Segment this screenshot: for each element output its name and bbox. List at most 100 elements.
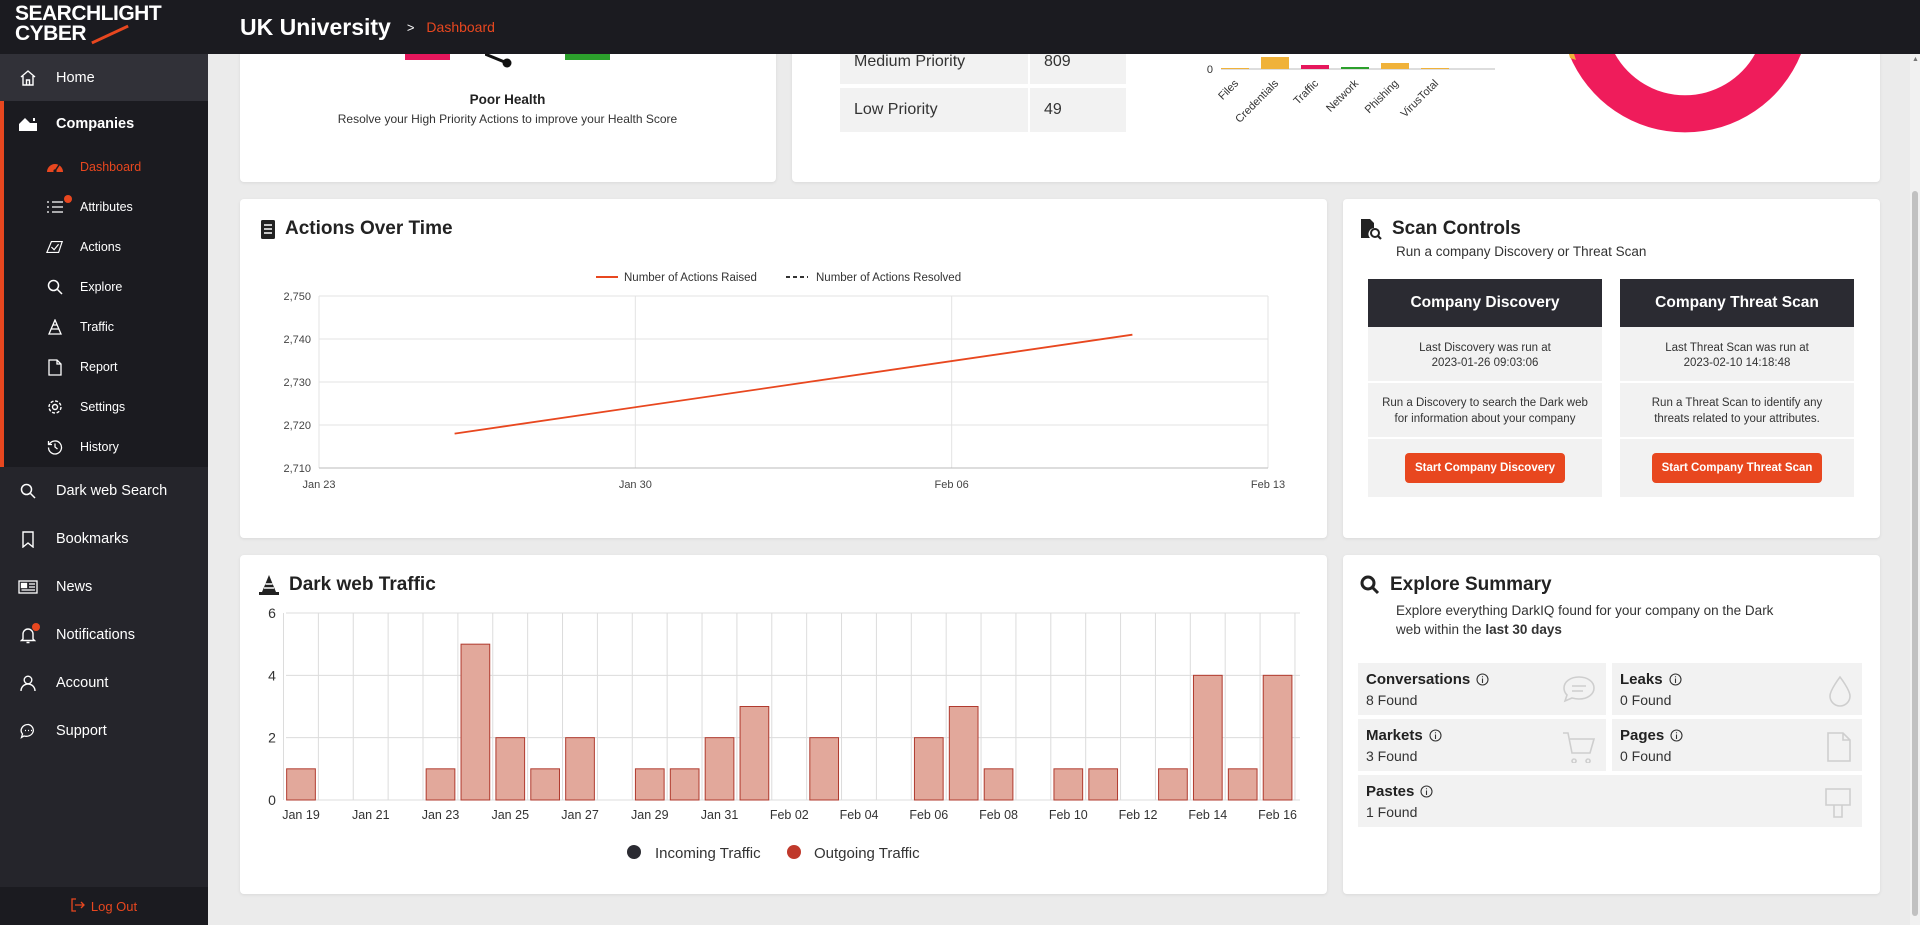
sidebar-item-traffic[interactable]: Traffic [4,307,208,347]
bar-outgoing-traffic[interactable] [1088,768,1119,801]
sidebar-item-home[interactable]: Home [0,54,208,101]
x-tick-label: Jan 27 [561,808,599,822]
breadcrumb-separator: > [406,19,415,35]
brand-logo[interactable]: SEARCHLIGHT CYBER [0,0,208,54]
bar-outgoing-traffic[interactable] [634,768,665,801]
health-bar-pink [405,54,450,60]
legend-label-outgoing[interactable]: Outgoing Traffic [814,845,920,862]
bar-outgoing-traffic[interactable] [1262,674,1293,801]
clipboard-list-icon [261,219,275,239]
logo-slash-mark [91,24,129,45]
category-tick-label: Traffic [1291,77,1321,107]
x-tick-label: Feb 13 [1251,479,1285,491]
sidebar-item-label: Dark web Search [56,483,168,499]
paste-icon [1824,787,1852,824]
explore-item-conversations[interactable]: Conversations 8 Found [1358,663,1606,715]
health-bar-green [565,54,610,60]
explore-item-leaks[interactable]: Leaks 0 Found [1612,663,1862,715]
sidebar-item-support[interactable]: Support [0,707,208,755]
sidebar-item-notifications[interactable]: Notifications [0,611,208,659]
sidebar-item-label: Companies [56,116,135,132]
sidebar-item-account[interactable]: Account [0,659,208,707]
page-scrollbar[interactable]: ▲ [1910,54,1920,925]
info-icon[interactable] [1668,673,1682,686]
bar-outgoing-traffic[interactable] [1158,768,1188,801]
info-icon[interactable] [1429,729,1442,742]
logout-icon [71,897,85,915]
traffic-bar-chart: 0 2 4 6 Jan 19 Jan 21 Jan 23 Jan 25 Jan 27 Jan 29… [268,605,1300,862]
discovery-heading: Company Discovery [1368,279,1602,327]
x-tick-label: Jan 21 [352,808,390,822]
discovery-desc-line: for information about your company [1394,413,1576,425]
info-icon[interactable] [1476,673,1489,686]
sidebar-item-attributes[interactable]: Attributes [4,187,208,227]
explore-item-count: 1 Found [1366,804,1418,820]
sidebar-item-settings[interactable]: Settings [4,387,208,427]
logout-button[interactable]: Log Out [0,887,208,925]
sidebar-item-news[interactable]: News [0,563,208,611]
health-gauge-needle [485,54,512,68]
y-tick-label: 2,730 [283,377,311,389]
bar-outgoing-traffic[interactable] [704,737,735,801]
sidebar-item-explore[interactable]: Explore [4,267,208,307]
sidebar-item-actions[interactable]: Actions [4,227,208,267]
sidebar-item-label: Bookmarks [56,531,129,547]
bar-outgoing-traffic[interactable] [530,768,560,801]
bar-outgoing-traffic[interactable] [983,768,1014,801]
sidebar-item-history[interactable]: History [4,427,208,467]
dark-web-traffic-card [240,555,1327,894]
start-company-threat-scan-button[interactable]: Start Company Threat Scan [1651,453,1823,483]
sidebar-item-report[interactable]: Report [4,347,208,387]
bar-outgoing-traffic[interactable] [425,768,456,801]
scroll-up-arrow-icon[interactable]: ▲ [1912,56,1919,63]
bar-outgoing-traffic[interactable] [669,768,700,801]
explore-item-markets[interactable]: Markets 3 Found [1358,719,1606,771]
bar-outgoing-traffic[interactable] [565,737,595,801]
explore-item-title: Markets [1366,727,1423,744]
legend-label-resolved: Number of Actions Resolved [816,272,961,284]
bar-outgoing-traffic[interactable] [495,737,526,801]
explore-item-count: 3 Found [1366,748,1418,764]
document-icon [46,358,64,376]
bar-outgoing-traffic[interactable] [286,768,316,801]
bar-outgoing-traffic[interactable] [948,706,979,801]
gear-icon [46,398,64,416]
bar-outgoing-traffic[interactable] [1227,768,1258,801]
sidebar-item-label: Traffic [80,320,115,334]
explore-item-pastes[interactable]: Pastes 1 Found [1358,775,1862,827]
x-tick-label: Feb 16 [1258,808,1297,822]
threat-desc-line: Run a Threat Scan to identify any [1651,397,1823,409]
bar-outgoing-traffic[interactable] [913,737,944,801]
sidebar-item-label: Actions [80,240,121,254]
page-title[interactable]: UK University [240,13,391,40]
bar-chart-legend: Incoming Traffic Outgoing Traffic [627,845,920,862]
bar-outgoing-traffic[interactable] [460,643,491,801]
sidebar: SEARCHLIGHT CYBER Home Companies Dashboa… [0,0,208,925]
sidebar-item-dashboard[interactable]: Dashboard [4,147,208,187]
bar-outgoing-traffic[interactable] [739,706,770,801]
donut-chart [1569,54,1801,133]
x-tick-label: Jan 29 [631,808,669,822]
start-company-discovery-button[interactable]: Start Company Discovery [1405,453,1565,483]
info-icon[interactable] [1670,729,1683,742]
discovery-desc-line: Run a Discovery to search the Dark web [1382,397,1588,409]
bar-outgoing-traffic[interactable] [809,737,840,801]
sidebar-item-companies[interactable]: Companies [4,101,208,147]
bar-outgoing-traffic[interactable] [1192,674,1223,801]
sidebar-item-label: Explore [80,280,123,294]
x-tick-label: Jan 30 [619,479,652,491]
cone-icon [46,318,64,336]
search-icon [18,481,38,501]
scrollbar-thumb[interactable] [1912,191,1918,916]
threat-desc-line: threats related to your attributes. [1654,413,1820,425]
sidebar-item-label: Home [56,69,95,86]
sidebar-item-dark-web-search[interactable]: Dark web Search [0,467,208,515]
discovery-last-run-label: Last Discovery was run at [1419,342,1551,354]
bar-outgoing-traffic[interactable] [1053,768,1084,801]
explore-item-pages[interactable]: Pages 0 Found [1612,719,1862,771]
info-icon[interactable] [1420,785,1433,798]
line-chart-legend: Number of Actions Raised Number of Actio… [596,272,961,284]
history-icon [46,438,64,456]
legend-label-incoming[interactable]: Incoming Traffic [655,845,761,862]
sidebar-item-bookmarks[interactable]: Bookmarks [0,515,208,563]
